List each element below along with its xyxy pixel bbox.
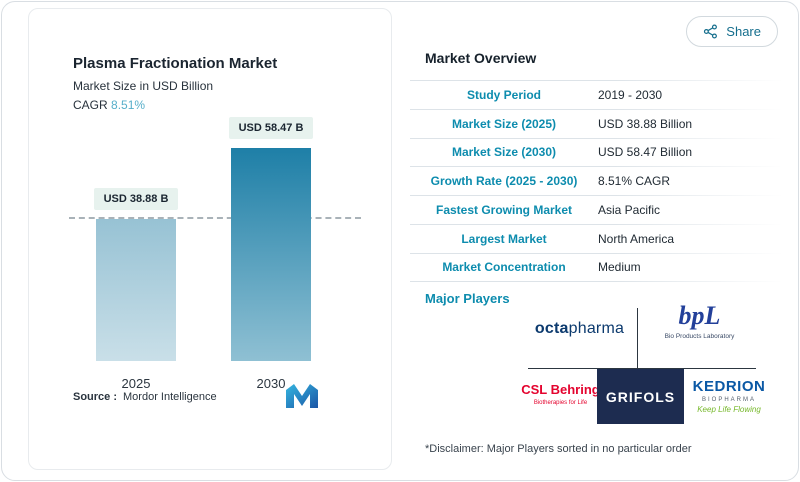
dashed-line (69, 217, 361, 220)
row-label: Largest Market (461, 231, 547, 246)
source-label: Source : (73, 391, 118, 403)
chart-cagr: CAGR 8.51% (73, 98, 277, 112)
kedrion-logo: KEDRION BIOPHARMA Keep Life Flowing (684, 378, 774, 414)
cagr-value: 8.51% (111, 98, 146, 112)
source-attribution: Source : Mordor Intelligence (73, 391, 217, 403)
chart-header: Plasma Fractionation Market Market Size … (73, 55, 277, 112)
row-value: USD 38.88 Billion (598, 116, 693, 131)
bpl-logo-subtext: Bio Products Laboratory (664, 333, 735, 340)
octapharma-logo-text: pharma (568, 320, 625, 337)
table-row: Fastest Growing Market Asia Pacific (410, 195, 782, 224)
major-players-title: Major Players (425, 291, 510, 306)
table-row: Market Size (2030) USD 58.47 Billion (410, 137, 782, 167)
logo-divider-horizontal (528, 368, 756, 369)
row-value: Medium (598, 260, 641, 275)
table-row: Growth Rate (2025 - 2030) 8.51% CAGR (410, 166, 782, 196)
share-button-label: Share (726, 24, 761, 39)
chart-subtitle: Market Size in USD Billion (73, 79, 214, 93)
octapharma-logo: octapharma (522, 320, 637, 338)
overview-table: Study Period 2019 - 2030 Market Size (20… (410, 80, 782, 282)
major-players-logos: octapharma bpL Bio Products Laboratory C… (410, 0, 786, 482)
bar-chart-plot: USD 38.88 B USD 58.47 B 2025 2030 (69, 106, 361, 391)
row-label: Fastest Growing Market (435, 203, 573, 218)
kedrion-logo-subtext: BIOPHARMA (701, 397, 756, 403)
table-row: Study Period 2019 - 2030 (410, 80, 782, 109)
row-value: 2019 - 2030 (598, 87, 663, 102)
row-value: 8.51% CAGR (598, 174, 671, 189)
row-value: USD 58.47 Billion (598, 145, 693, 160)
x-axis-label-2025: 2025 (121, 376, 151, 391)
cagr-label: CAGR (73, 98, 108, 112)
row-label: Market Size (2030) (451, 145, 557, 160)
bar-2025 (96, 219, 176, 361)
csl-behring-logo: CSL Behring Biotherapies for Life (518, 382, 603, 406)
row-label: Growth Rate (2025 - 2030) (430, 174, 578, 189)
overview-title: Market Overview (425, 50, 537, 66)
grifols-logo: GRIFOLS (597, 369, 684, 424)
bar-group-2025: USD 38.88 B (93, 188, 179, 361)
table-row: Market Size (2025) USD 38.88 Billion (410, 108, 782, 138)
kedrion-logo-text: KEDRION (692, 378, 766, 395)
bar-value-label-2030: USD 58.47 B (228, 117, 314, 139)
share-button[interactable]: Share (686, 16, 778, 47)
bpl-logo-text: bpL (678, 301, 721, 330)
chart-panel: Plasma Fractionation Market Market Size … (28, 8, 392, 470)
row-label: Market Concentration (442, 260, 566, 275)
csl-behring-logo-subtext: Biotherapies for Life (533, 400, 588, 406)
x-axis-label-2030: 2030 (256, 376, 286, 391)
bpl-logo: bpL Bio Products Laboratory (647, 301, 752, 341)
disclaimer-text: *Disclaimer: Major Players sorted in no … (425, 443, 692, 455)
grifols-logo-text: GRIFOLS (605, 388, 676, 405)
source-value: Mordor Intelligence (123, 391, 217, 403)
octapharma-logo-text-bold: octa (534, 320, 569, 337)
csl-behring-logo-text: CSL Behring (521, 382, 600, 397)
logo-divider-vertical (637, 308, 638, 368)
bar-2030 (231, 148, 311, 361)
chart-title: Plasma Fractionation Market (73, 55, 278, 72)
table-row: Largest Market North America (410, 223, 782, 253)
kedrion-logo-tagline: Keep Life Flowing (697, 405, 761, 414)
row-label: Study Period (466, 87, 541, 102)
share-icon (704, 24, 718, 39)
market-overview-panel: Market Overview Study Period 2019 - 2030… (410, 0, 786, 482)
mordor-intelligence-logo-icon (286, 384, 318, 408)
bar-value-label-2025: USD 38.88 B (93, 188, 179, 211)
row-label: Market Size (2025) (451, 116, 557, 131)
bar-group-2030: USD 58.47 B (228, 117, 314, 361)
row-value: Asia Pacific (598, 203, 661, 218)
table-row: Market Concentration Medium (410, 252, 782, 282)
row-value: North America (598, 231, 675, 246)
